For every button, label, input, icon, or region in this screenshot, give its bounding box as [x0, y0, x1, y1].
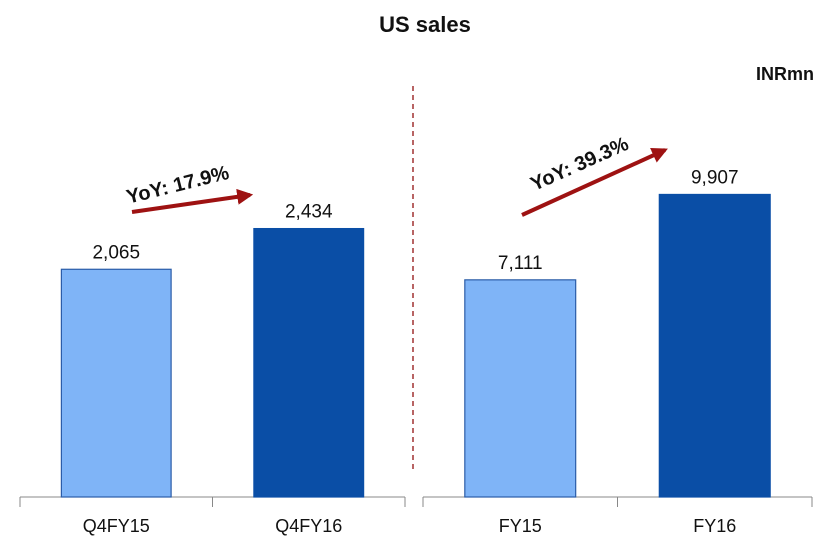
x-tick-label: FY15: [499, 516, 542, 536]
unit-label: INRmn: [756, 64, 814, 84]
annotation: YoY: 39.3%: [527, 133, 632, 196]
value-label: 9,907: [691, 167, 739, 188]
yoy-arrow: [521, 148, 668, 217]
bar: [253, 227, 365, 498]
x-tick-label: Q4FY16: [275, 516, 342, 536]
value-label: 7,111: [498, 253, 543, 274]
value-label: 2,434: [285, 202, 333, 223]
chart-title: US sales: [379, 12, 471, 37]
bar: [464, 279, 577, 498]
value-label: 2,065: [92, 242, 140, 263]
bar: [658, 193, 771, 498]
yoy-arrow: [131, 188, 254, 214]
x-tick-label: FY16: [693, 516, 736, 536]
bar: [60, 268, 172, 498]
x-tick-label: Q4FY15: [83, 516, 150, 536]
